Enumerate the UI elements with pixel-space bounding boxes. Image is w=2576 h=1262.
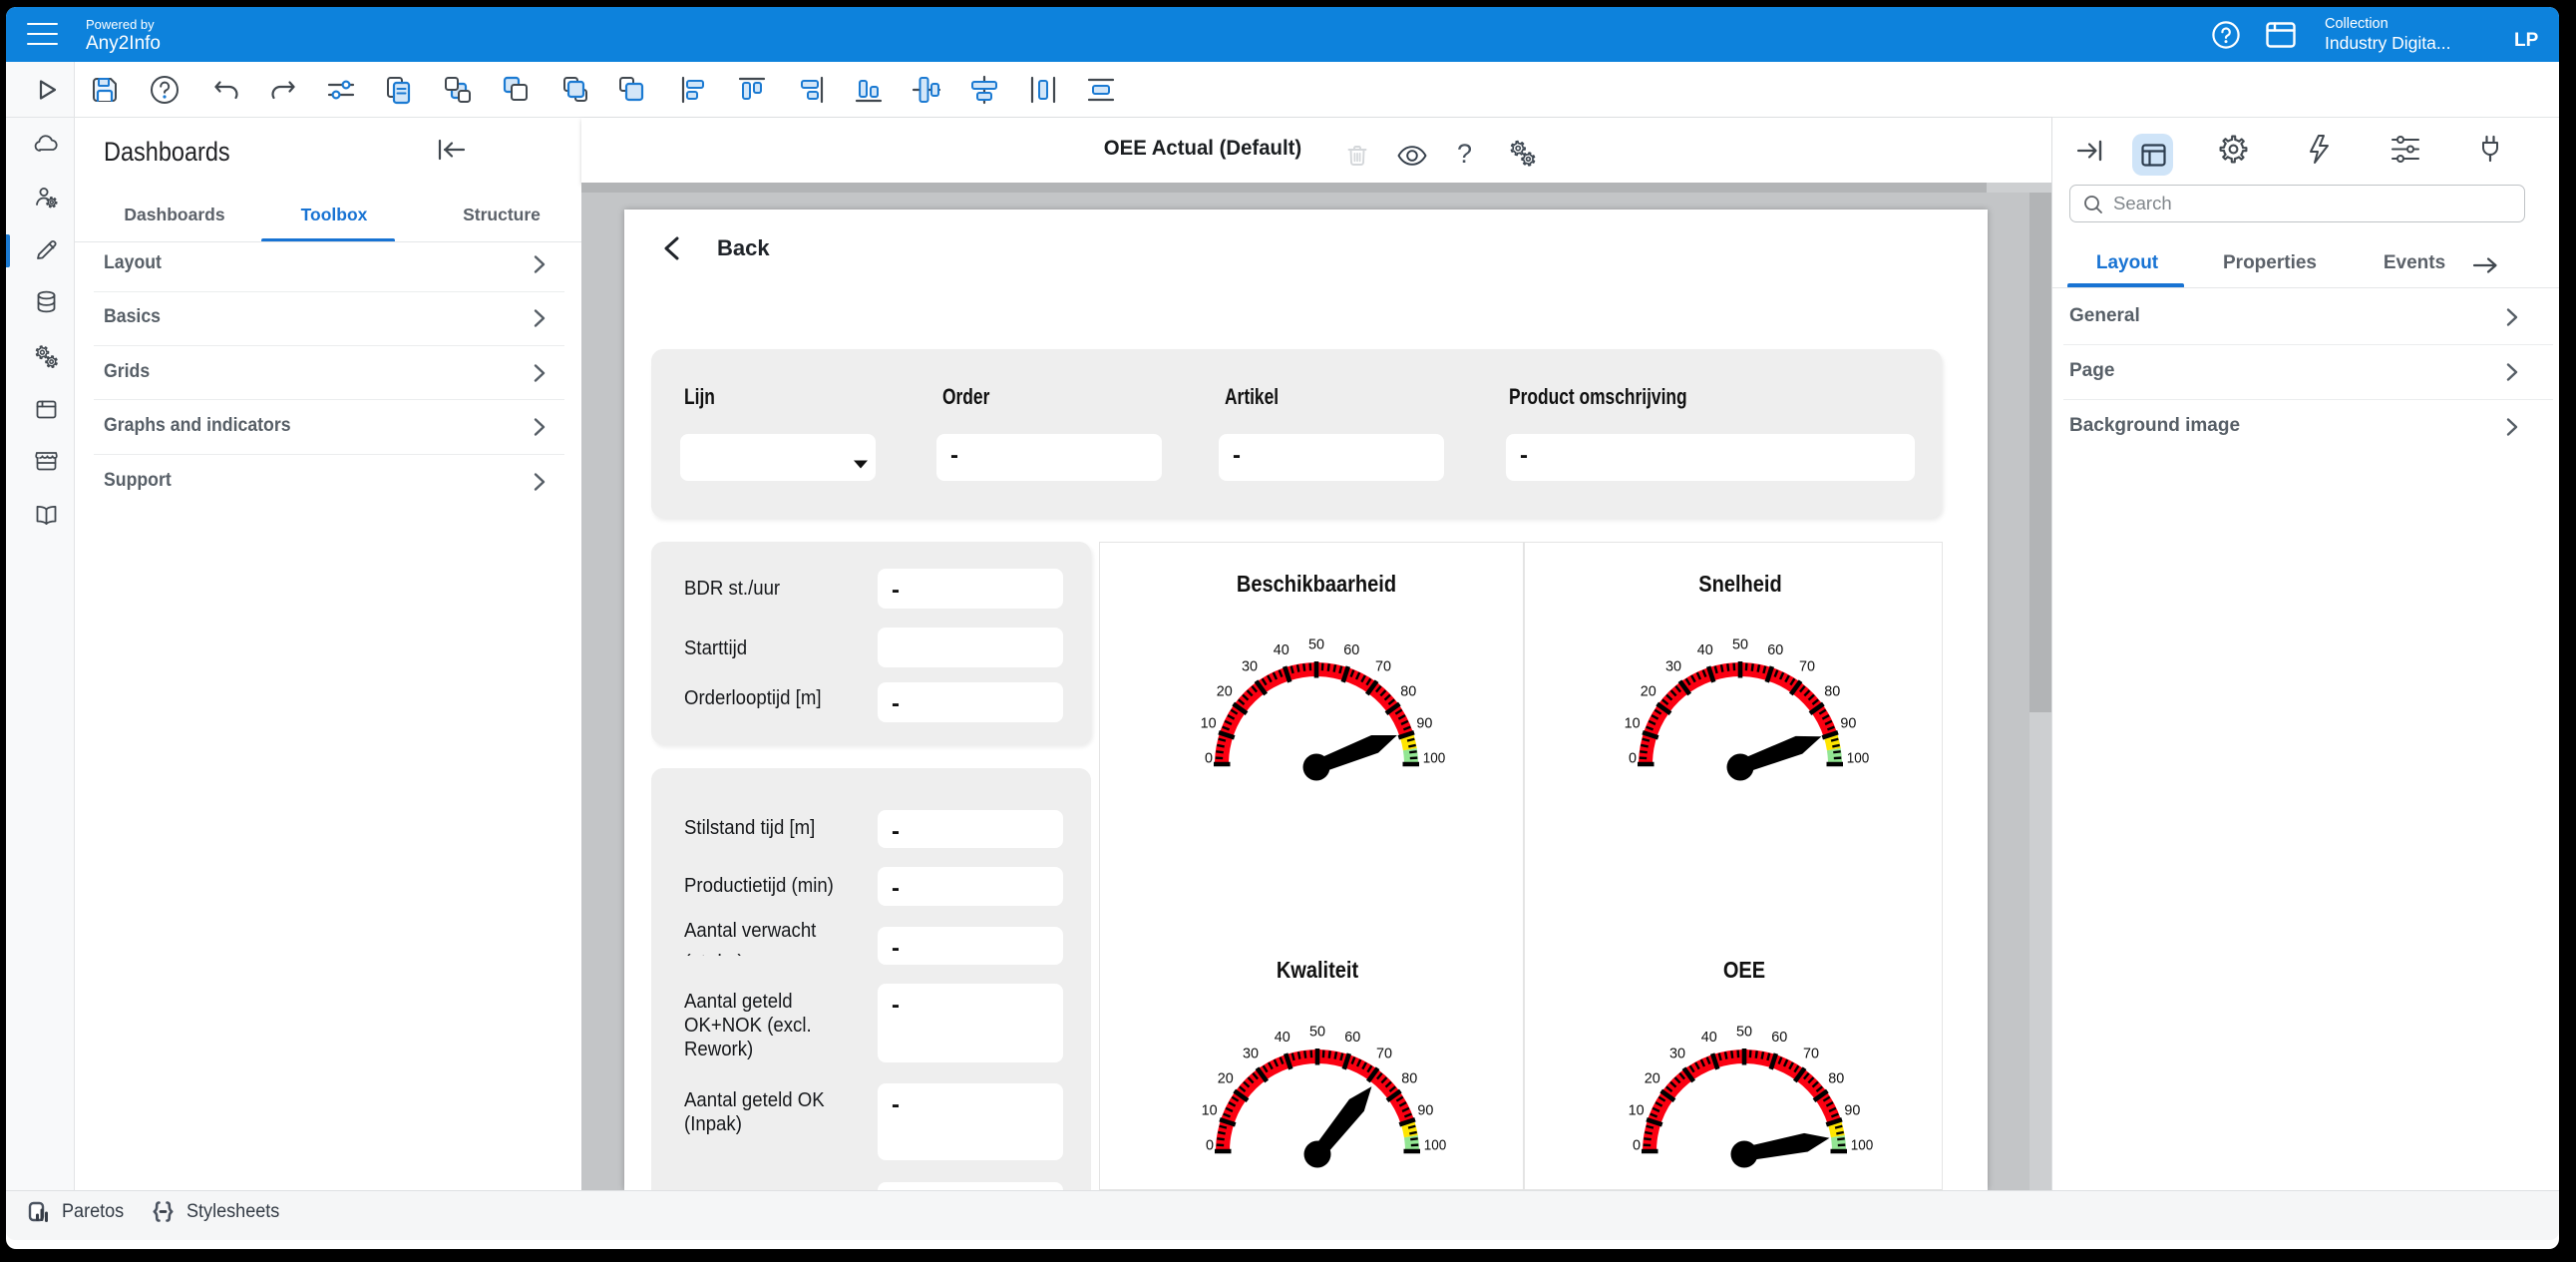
svg-text:20: 20 xyxy=(1217,682,1233,699)
svg-text:60: 60 xyxy=(1767,641,1783,658)
svg-text:40: 40 xyxy=(1275,1029,1290,1046)
svg-text:40: 40 xyxy=(1701,1029,1717,1046)
svg-text:80: 80 xyxy=(1828,1069,1844,1086)
svg-text:100: 100 xyxy=(1423,750,1446,767)
svg-text:90: 90 xyxy=(1417,1101,1433,1118)
svg-text:20: 20 xyxy=(1218,1069,1234,1086)
svg-text:20: 20 xyxy=(1641,682,1656,699)
svg-text:80: 80 xyxy=(1400,682,1416,699)
svg-text:70: 70 xyxy=(1799,657,1815,674)
svg-text:0: 0 xyxy=(1629,750,1637,767)
svg-text:90: 90 xyxy=(1840,714,1856,731)
svg-text:10: 10 xyxy=(1625,714,1641,731)
svg-text:30: 30 xyxy=(1243,1045,1259,1061)
svg-text:40: 40 xyxy=(1274,641,1289,658)
svg-text:0: 0 xyxy=(1205,750,1213,767)
svg-text:50: 50 xyxy=(1736,1024,1752,1041)
svg-text:50: 50 xyxy=(1732,636,1748,653)
svg-text:70: 70 xyxy=(1803,1045,1819,1061)
svg-text:80: 80 xyxy=(1401,1069,1417,1086)
svg-text:60: 60 xyxy=(1343,641,1359,658)
svg-text:100: 100 xyxy=(1847,750,1870,767)
svg-text:60: 60 xyxy=(1344,1029,1360,1046)
svg-text:50: 50 xyxy=(1308,636,1324,653)
svg-text:70: 70 xyxy=(1375,657,1391,674)
svg-text:30: 30 xyxy=(1669,1045,1685,1061)
svg-text:20: 20 xyxy=(1645,1069,1660,1086)
svg-text:50: 50 xyxy=(1309,1024,1325,1041)
svg-text:70: 70 xyxy=(1376,1045,1392,1061)
svg-text:60: 60 xyxy=(1771,1029,1787,1046)
svg-text:100: 100 xyxy=(1424,1137,1447,1154)
svg-text:90: 90 xyxy=(1844,1101,1860,1118)
svg-text:10: 10 xyxy=(1201,714,1217,731)
svg-text:30: 30 xyxy=(1665,657,1681,674)
svg-text:80: 80 xyxy=(1824,682,1840,699)
svg-text:40: 40 xyxy=(1697,641,1713,658)
svg-text:10: 10 xyxy=(1202,1101,1218,1118)
svg-text:0: 0 xyxy=(1206,1137,1214,1154)
svg-text:0: 0 xyxy=(1633,1137,1641,1154)
svg-text:30: 30 xyxy=(1242,657,1258,674)
svg-text:100: 100 xyxy=(1851,1137,1874,1154)
svg-text:10: 10 xyxy=(1629,1101,1645,1118)
svg-text:90: 90 xyxy=(1416,714,1432,731)
